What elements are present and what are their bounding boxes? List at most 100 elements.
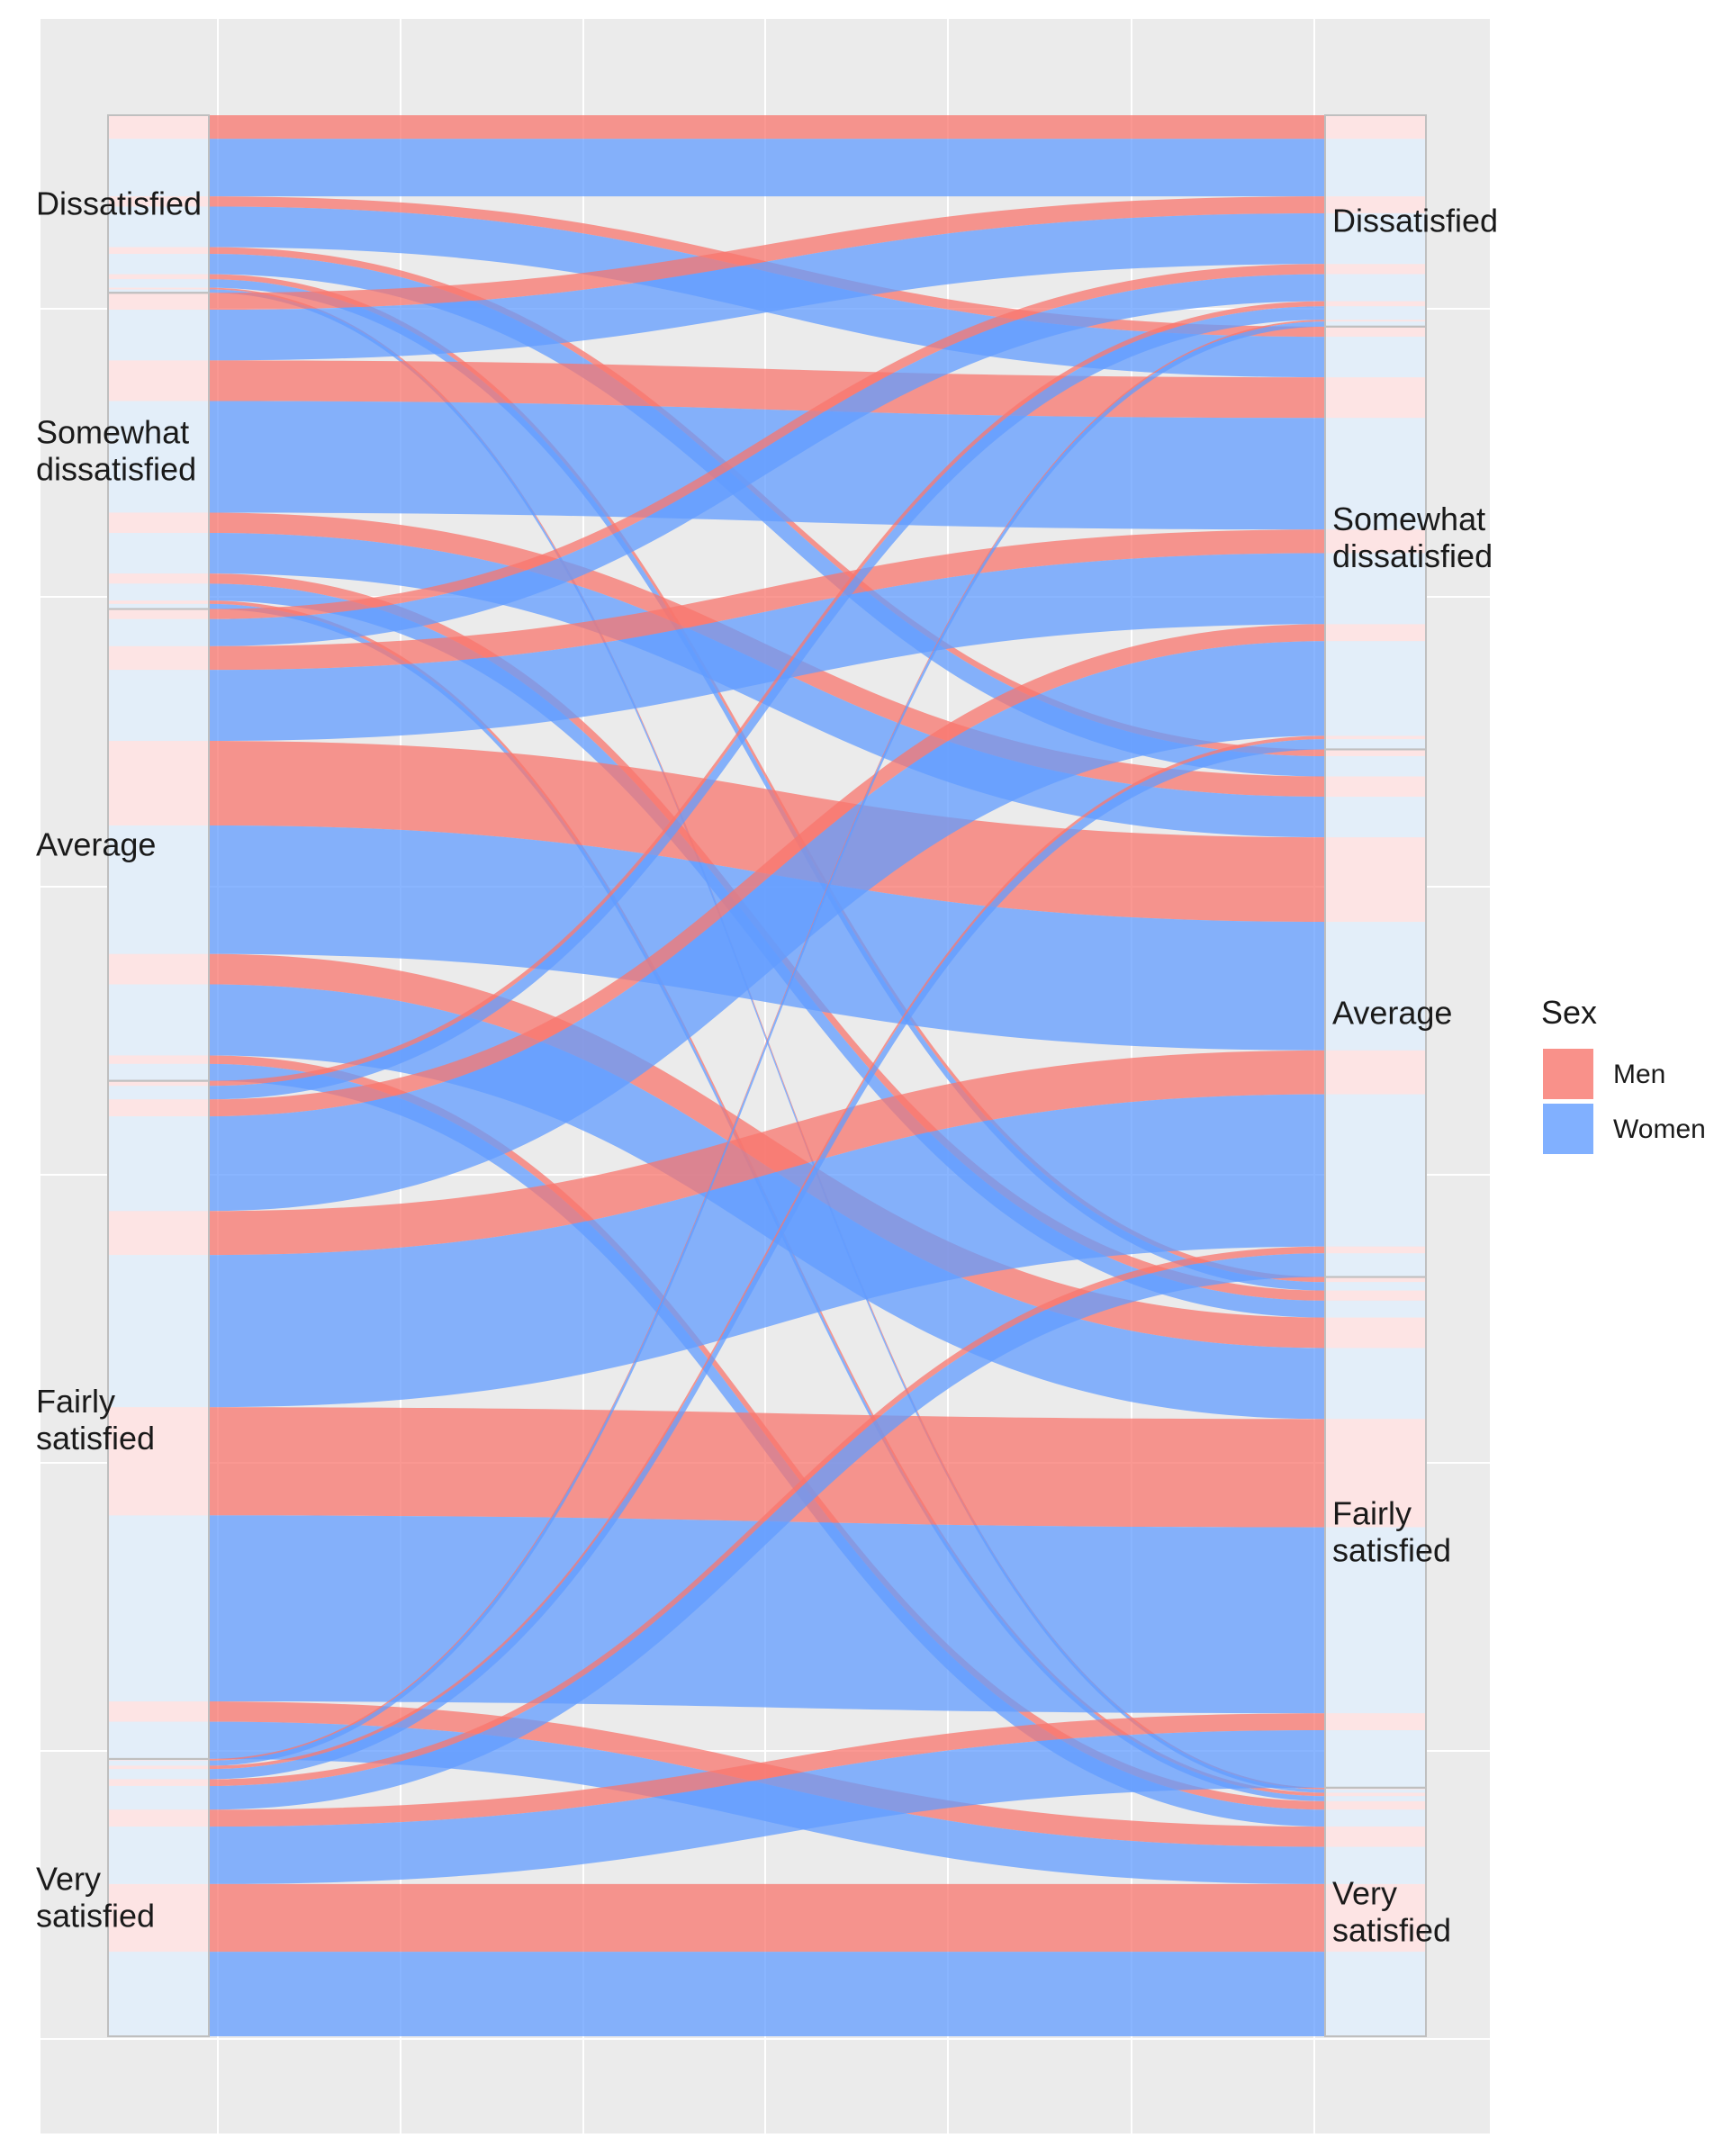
right-segment-somewhat-dissatisfied-women (1325, 739, 1426, 750)
left-segment-very-satisfied-women (108, 1760, 209, 1766)
legend-title: Sex (1541, 994, 1597, 1031)
right-label-very-satisfied: Very satisfied (1332, 1874, 1451, 1948)
left-segment-very-satisfied-men (108, 1779, 209, 1786)
right-label-line: dissatisfied (1332, 537, 1493, 574)
flow-very-satisfied-to-somewhat-dissatisfied-men (209, 735, 1325, 1770)
right-segment-very-satisfied-women (1325, 1796, 1426, 1801)
left-segment-average-women (108, 670, 209, 742)
left-segment-fairly-satisfied-women (108, 1086, 209, 1100)
flow-very-satisfied-to-very-satisfied-women (209, 1952, 1325, 2036)
left-label-line: Average (36, 826, 156, 863)
left-segment-dissatisfied-men (108, 247, 209, 255)
flow-dissatisfied-to-dissatisfied-women (209, 139, 1325, 197)
strata (107, 114, 1427, 2038)
legend-key-women (1543, 1104, 1593, 1154)
right-segment-very-satisfied-men (1325, 1883, 1426, 1953)
right-segment-fairly-satisfied-men (1325, 1276, 1426, 1283)
right-segment-fairly-satisfied-men (1325, 1290, 1426, 1301)
flow-very-satisfied-to-average-men (209, 1246, 1325, 1786)
flow-dissatisfied-to-fairly-satisfied-men (209, 274, 1325, 1283)
left-label-line: Dissatisfied (36, 185, 202, 222)
right-segment-dissatisfied-men (1325, 264, 1426, 275)
left-segment-dissatisfied-women (108, 206, 209, 248)
left-label-line: satisfied (36, 1420, 155, 1457)
left-segment-very-satisfied-men (108, 1765, 209, 1770)
flow-very-satisfied-to-very-satisfied-men (209, 1883, 1325, 1953)
right-segment-dissatisfied-men (1325, 196, 1426, 213)
flow-very-satisfied-to-dissatisfied-women (209, 321, 1325, 1766)
right-segment-average-men (1325, 776, 1426, 798)
flow-fairly-satisfied-to-somewhat-dissatisfied-women (209, 641, 1325, 1212)
left-label-line: dissatisfied (36, 450, 196, 487)
right-segment-very-satisfied-women (1325, 1952, 1426, 2036)
left-segment-somewhat-dissatisfied-women (108, 532, 209, 574)
right-segment-average-men (1325, 1050, 1426, 1095)
right-segment-fairly-satisfied-women (1325, 1527, 1426, 1714)
right-label-line: Fairly (1332, 1495, 1412, 1532)
flow-very-satisfied-to-dissatisfied-men (209, 320, 1325, 1761)
flow-somewhat-dissatisfied-to-average-women (209, 532, 1325, 838)
left-segment-fairly-satisfied-women (108, 1515, 209, 1702)
left-segment-somewhat-dissatisfied-men (108, 600, 209, 604)
left-segment-average-men (108, 645, 209, 671)
right-segment-dissatisfied-women (1325, 274, 1426, 302)
right-label-line: Average (1332, 994, 1452, 1031)
right-segment-average-men (1325, 837, 1426, 923)
left-segment-very-satisfied-women (108, 1952, 209, 2036)
flow-dissatisfied-to-fairly-satisfied-women (209, 279, 1325, 1291)
right-label-dissatisfied: Dissatisfied (1332, 202, 1498, 239)
right-segment-fairly-satisfied-women (1325, 1729, 1426, 1788)
left-segment-fairly-satisfied-women (108, 1255, 209, 1408)
left-segment-dissatisfied-women (108, 279, 209, 288)
right-segment-dissatisfied-women (1325, 321, 1426, 327)
right-segment-very-satisfied-women (1325, 1809, 1426, 1827)
flow-somewhat-dissatisfied-to-dissatisfied-women (209, 212, 1325, 361)
left-segment-dissatisfied-men (108, 274, 209, 280)
right-segment-somewhat-dissatisfied-women (1325, 553, 1426, 625)
left-segment-average-women (108, 825, 209, 954)
right-label-line: Very (1332, 1874, 1397, 1911)
flow-very-satisfied-to-average-women (209, 1253, 1325, 1810)
right-label-line: satisfied (1332, 1911, 1451, 1948)
flow-fairly-satisfied-to-fairly-satisfied-men (209, 1407, 1325, 1528)
left-label-line: Somewhat (36, 413, 189, 450)
flow-fairly-satisfied-to-dissatisfied-men (209, 301, 1325, 1087)
left-segment-somewhat-dissatisfied-men (108, 360, 209, 401)
left-segment-fairly-satisfied-men (108, 1407, 209, 1516)
left-segment-fairly-satisfied-men (108, 1701, 209, 1722)
left-segment-average-men (108, 953, 209, 985)
right-segment-fairly-satisfied-women (1325, 1348, 1426, 1420)
right-segment-average-men (1325, 1246, 1426, 1254)
left-segment-very-satisfied-men (108, 1883, 209, 1953)
left-label-very-satisfied: Very satisfied (36, 1860, 155, 1934)
right-segment-dissatisfied-women (1325, 306, 1426, 320)
right-segment-fairly-satisfied-men (1325, 1419, 1426, 1528)
flow-very-satisfied-to-fairly-satisfied-men (209, 1713, 1325, 1827)
left-segment-very-satisfied-women (108, 1785, 209, 1810)
right-segment-somewhat-dissatisfied-men (1325, 326, 1426, 338)
left-segment-dissatisfied-men (108, 196, 209, 207)
left-segment-average-men (108, 741, 209, 825)
left-segment-very-satisfied-men (108, 1809, 209, 1827)
right-segment-average-women (1325, 1253, 1426, 1277)
legend-item-women: Women (1543, 1104, 1706, 1154)
left-segment-very-satisfied-women (108, 1769, 209, 1780)
right-segment-dissatisfied-men (1325, 301, 1426, 307)
left-segment-dissatisfied-men (108, 287, 209, 290)
left-label-line: satisfied (36, 1897, 155, 1934)
left-segment-average-men (108, 609, 209, 619)
flow-average-to-somewhat-dissatisfied-women (209, 553, 1325, 742)
left-label-dissatisfied: Dissatisfied (36, 185, 202, 222)
right-label-line: Somewhat (1332, 501, 1485, 537)
right-segment-fairly-satisfied-men (1325, 1317, 1426, 1349)
left-segment-average-women (108, 618, 209, 646)
left-segment-somewhat-dissatisfied-men (108, 293, 209, 311)
flow-fairly-satisfied-to-average-men (209, 1050, 1325, 1256)
left-segment-somewhat-dissatisfied-women (108, 603, 209, 609)
flow-fairly-satisfied-to-fairly-satisfied-women (209, 1515, 1325, 1714)
legend-key-men (1543, 1049, 1593, 1099)
right-segment-dissatisfied-women (1325, 212, 1426, 265)
flow-average-to-dissatisfied-women (209, 274, 1325, 646)
left-segment-somewhat-dissatisfied-women (108, 401, 209, 513)
flow-dissatisfied-to-dissatisfied-men (209, 115, 1325, 140)
